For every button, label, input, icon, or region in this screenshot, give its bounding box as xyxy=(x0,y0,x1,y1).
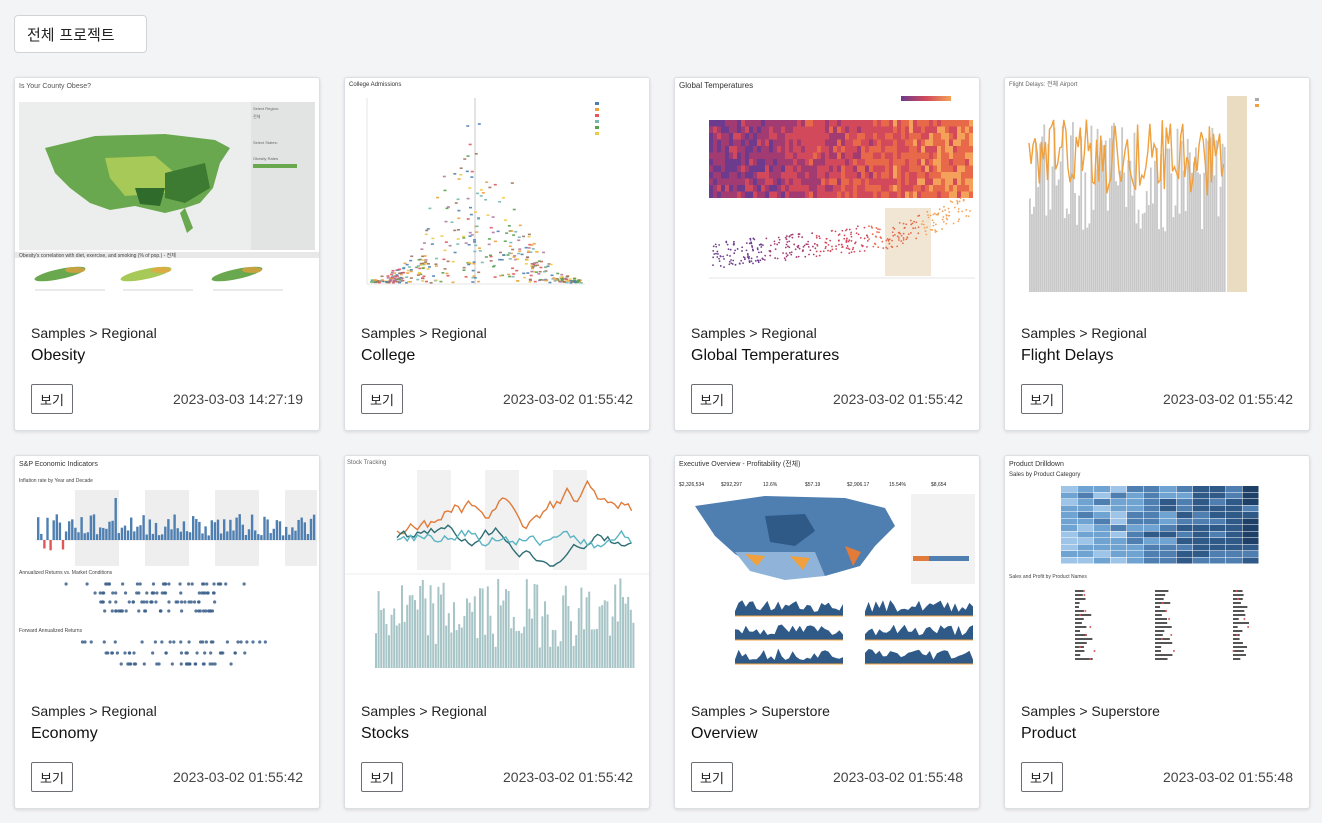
view-button[interactable]: 보기 xyxy=(361,762,403,792)
dashboard-card-economy[interactable]: S&P Economic Indicators Inflation rate b… xyxy=(14,455,320,809)
thumbnail-obesity[interactable]: Is Your County Obese? Select Region: 전체 … xyxy=(15,78,319,302)
thumb-title: Is Your County Obese? xyxy=(19,83,91,90)
view-button[interactable]: 보기 xyxy=(1021,384,1063,414)
card-date: 2023-03-02 01:55:42 xyxy=(503,769,633,785)
card-date: 2023-03-02 01:55:48 xyxy=(833,769,963,785)
card-date: 2023-03-02 01:55:42 xyxy=(503,391,633,407)
view-button[interactable]: 보기 xyxy=(31,384,73,414)
thumb-subtitle: Obesity's correlation with diet, exercis… xyxy=(19,252,176,259)
card-date: 2023-03-02 01:55:42 xyxy=(173,769,303,785)
thumb-title: Product Drilldown xyxy=(1009,461,1064,468)
card-date: 2023-03-02 01:55:42 xyxy=(1163,391,1293,407)
svg-text:Select States:: Select States: xyxy=(253,140,278,145)
svg-text:Obesity Rates: Obesity Rates xyxy=(253,156,278,161)
thumb-title: Executive Overview - Profitability (전체) xyxy=(679,459,800,468)
card-title[interactable]: College xyxy=(361,347,416,364)
view-button[interactable]: 보기 xyxy=(1021,762,1063,792)
card-title[interactable]: Global Temperatures xyxy=(691,347,840,364)
card-title[interactable]: Economy xyxy=(31,725,98,742)
project-filter-select[interactable]: 전체 프로젝트 xyxy=(14,15,147,53)
card-category: Samples > Regional xyxy=(361,703,487,719)
thumbnail-college[interactable]: College Admissions xyxy=(345,78,649,302)
card-title[interactable]: Stocks xyxy=(361,725,410,742)
kpi-value: $57.19 xyxy=(805,482,821,488)
card-category: Samples > Regional xyxy=(691,325,817,341)
thumbnail-economy[interactable]: S&P Economic Indicators Inflation rate b… xyxy=(15,456,319,680)
card-category: Samples > Superstore xyxy=(1021,703,1160,719)
card-category: Samples > Regional xyxy=(31,703,157,719)
view-button[interactable]: 보기 xyxy=(31,762,73,792)
thumb-subtitle: Inflation rate by Year and Decade xyxy=(19,478,93,484)
view-button[interactable]: 보기 xyxy=(691,384,733,414)
card-title[interactable]: Flight Delays xyxy=(1021,347,1114,364)
thumb-subtitle: Sales by Product Category xyxy=(1009,472,1080,478)
card-title[interactable]: Product xyxy=(1021,725,1077,742)
thumbnail-overview[interactable]: Executive Overview - Profitability (전체) … xyxy=(675,456,979,680)
dashboard-grid: Is Your County Obese? Select Region: 전체 … xyxy=(14,77,1310,809)
thumbnail-stocks[interactable]: Stock Tracking xyxy=(345,456,649,680)
kpi-value: 12.6% xyxy=(763,482,778,488)
card-category: Samples > Superstore xyxy=(691,703,830,719)
kpi-value: 15.54% xyxy=(889,482,907,488)
dashboard-card-product[interactable]: Product Drilldown Sales by Product Categ… xyxy=(1004,455,1310,809)
thumb-subtitle-2: Sales and Profit by Product Names xyxy=(1009,574,1087,580)
card-category: Samples > Regional xyxy=(31,325,157,341)
card-title[interactable]: Overview xyxy=(691,725,758,742)
card-title[interactable]: Obesity xyxy=(31,347,86,364)
thumb-title: Stock Tracking xyxy=(347,460,386,466)
thumb-subtitle-2: Annualized Returns vs. Market Conditions xyxy=(19,570,113,576)
thumb-title: College Admissions xyxy=(349,82,401,88)
dashboard-card-obesity[interactable]: Is Your County Obese? Select Region: 전체 … xyxy=(14,77,320,431)
view-button[interactable]: 보기 xyxy=(691,762,733,792)
card-category: Samples > Regional xyxy=(361,325,487,341)
thumbnail-product[interactable]: Product Drilldown Sales by Product Categ… xyxy=(1005,456,1309,680)
dashboard-card-global-temperatures[interactable]: Global Temperatures Samples > Regional G… xyxy=(674,77,980,431)
thumb-title: Global Temperatures xyxy=(679,81,753,90)
thumb-subtitle-3: Forward Annualized Returns xyxy=(19,628,83,634)
dashboard-card-college[interactable]: College Admissions Samples > Regional Co… xyxy=(344,77,650,431)
card-date: 2023-03-02 01:55:42 xyxy=(833,391,963,407)
svg-text:전체: 전체 xyxy=(253,113,261,119)
dashboard-card-stocks[interactable]: Stock Tracking Samples > Regional Stocks… xyxy=(344,455,650,809)
view-button[interactable]: 보기 xyxy=(361,384,403,414)
kpi-value: $2,906.17 xyxy=(847,482,869,488)
thumb-title: Flight Delays: 전체 Airport xyxy=(1009,80,1078,88)
thumbnail-flight-delays[interactable]: Flight Delays: 전체 Airport xyxy=(1005,78,1309,302)
thumbnail-global-temperatures[interactable]: Global Temperatures xyxy=(675,78,979,302)
card-date: 2023-03-03 14:27:19 xyxy=(173,391,303,407)
svg-text:Select Region:: Select Region: xyxy=(253,106,279,111)
kpi-value: $8,654 xyxy=(931,482,947,488)
thumb-title: S&P Economic Indicators xyxy=(19,461,98,468)
card-date: 2023-03-02 01:55:48 xyxy=(1163,769,1293,785)
kpi-value: $292,297 xyxy=(721,482,742,488)
kpi-value: $2,326,534 xyxy=(679,482,704,488)
dashboard-card-flight-delays[interactable]: Flight Delays: 전체 Airport Samples > Regi… xyxy=(1004,77,1310,431)
card-category: Samples > Regional xyxy=(1021,325,1147,341)
dashboard-card-overview[interactable]: Executive Overview - Profitability (전체) … xyxy=(674,455,980,809)
